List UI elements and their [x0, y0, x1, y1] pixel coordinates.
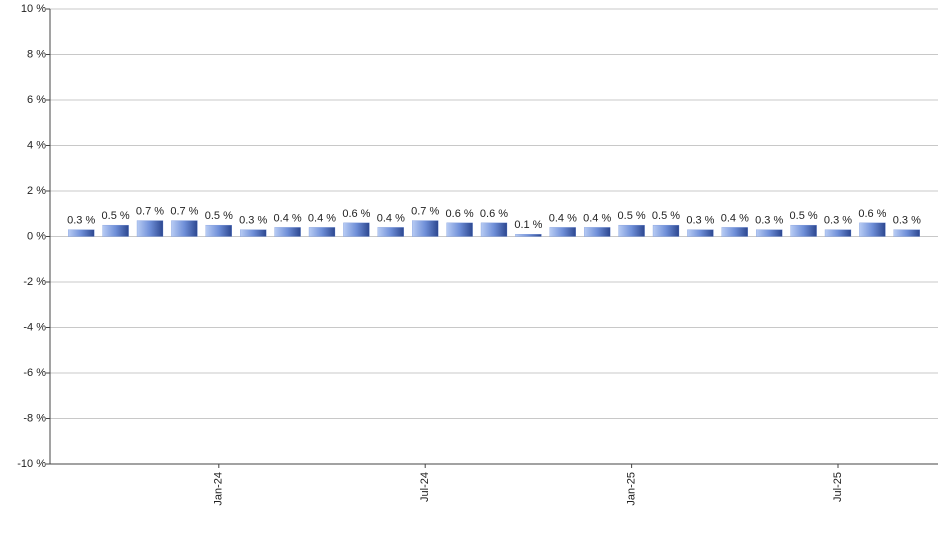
- value-label: 0.5 %: [652, 210, 680, 222]
- bar: [515, 234, 542, 237]
- bar: [652, 224, 680, 237]
- y-tick-label: 2 %: [27, 185, 46, 197]
- x-tick-label: Jul-25: [832, 472, 844, 502]
- x-tick-label: Jan-25: [626, 472, 638, 506]
- value-label: 0.4 %: [377, 212, 405, 224]
- bar: [446, 222, 473, 237]
- value-label: 0.6 %: [480, 208, 508, 220]
- value-label: 0.4 %: [583, 212, 611, 224]
- bar: [308, 227, 336, 237]
- value-label: 0.5 %: [618, 210, 646, 222]
- y-tick-label: -2 %: [23, 276, 46, 288]
- y-tick-label: 10 %: [21, 3, 46, 15]
- value-label: 0.4 %: [549, 212, 577, 224]
- y-tick-label: 8 %: [27, 48, 46, 60]
- bar: [756, 229, 783, 237]
- bar: [274, 227, 301, 237]
- bar: [68, 229, 95, 237]
- y-tick-label: -8 %: [23, 412, 46, 424]
- value-label: 0.6 %: [446, 208, 474, 220]
- bar: [618, 224, 645, 237]
- value-label: 0.4 %: [721, 212, 749, 224]
- value-label: 0.3 %: [686, 215, 714, 227]
- bar: [859, 222, 886, 237]
- value-label: 0.5 %: [790, 210, 818, 222]
- value-label: 0.3 %: [824, 215, 852, 227]
- bar: [480, 222, 508, 237]
- y-tick-label: 4 %: [27, 139, 46, 151]
- x-tick-label: Jul-24: [419, 472, 431, 502]
- value-label: 0.4 %: [308, 212, 336, 224]
- value-label: 0.5 %: [205, 210, 233, 222]
- value-label: 0.7 %: [411, 205, 439, 217]
- y-tick-label: 6 %: [27, 94, 46, 106]
- bar: [584, 227, 611, 237]
- value-label: 0.7 %: [170, 205, 198, 217]
- bar: [102, 224, 129, 237]
- x-tick-label: Jan-24: [213, 472, 225, 506]
- value-label: 0.6 %: [858, 208, 886, 220]
- bar: [687, 229, 714, 237]
- y-tick-label: 0 %: [27, 230, 46, 242]
- value-label: 0.4 %: [274, 212, 302, 224]
- value-label: 0.3 %: [893, 215, 921, 227]
- value-label: 0.7 %: [136, 205, 164, 217]
- bar: [240, 229, 267, 237]
- bar: [549, 227, 576, 237]
- bar: [893, 229, 920, 237]
- bar: [205, 224, 232, 237]
- bar: [343, 222, 370, 237]
- bar: [136, 220, 164, 237]
- value-label: 0.3 %: [67, 215, 95, 227]
- value-label: 0.3 %: [239, 215, 267, 227]
- value-label: 0.1 %: [514, 219, 542, 231]
- value-label: 0.6 %: [342, 208, 370, 220]
- bar: [377, 227, 404, 237]
- bar: [721, 227, 748, 237]
- y-tick-label: -6 %: [23, 367, 46, 379]
- value-label: 0.3 %: [755, 215, 783, 227]
- y-tick-label: -4 %: [23, 321, 46, 333]
- value-label: 0.5 %: [102, 210, 130, 222]
- bar: [790, 224, 817, 237]
- y-tick-label: -10 %: [17, 458, 46, 470]
- bar: [171, 220, 198, 237]
- bar: [412, 220, 439, 237]
- bar: [824, 229, 852, 237]
